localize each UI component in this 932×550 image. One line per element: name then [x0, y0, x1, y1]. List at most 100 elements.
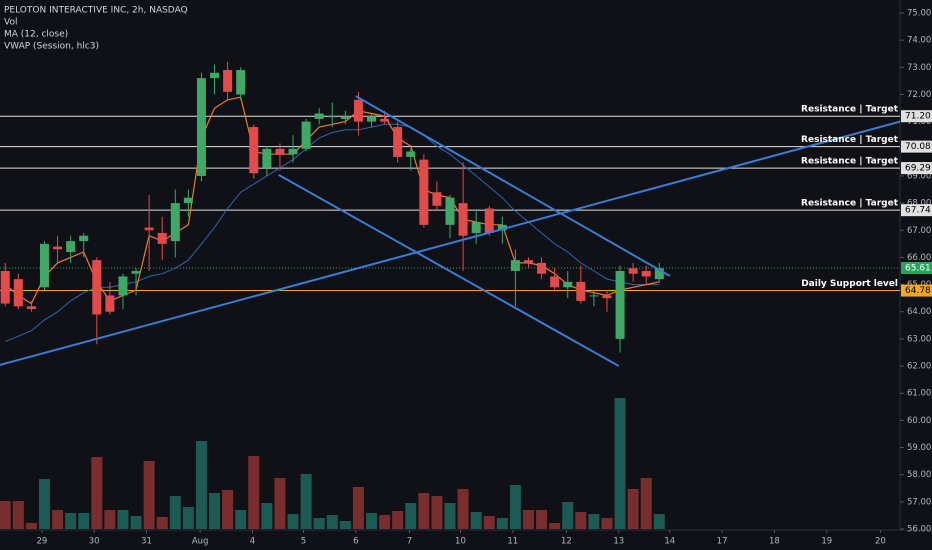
candle-body [615, 271, 625, 339]
candle-body [458, 203, 468, 236]
candle-body [353, 99, 363, 122]
volume-bar [195, 441, 207, 529]
y-tick-label: 58.00 [907, 470, 931, 480]
y-tick-label: 60.00 [907, 416, 931, 426]
volume-bar [431, 496, 443, 529]
volume-bar [0, 501, 11, 529]
price-tag-label: 64.78 [905, 286, 931, 296]
volume-bar [313, 518, 325, 529]
volume-bar [274, 478, 286, 529]
candle-body [367, 116, 377, 122]
volume-bar [352, 487, 364, 529]
x-tick-label: 10 [455, 537, 466, 547]
y-tick-label: 61.00 [907, 389, 931, 399]
x-tick-label: 7 [407, 537, 412, 547]
price-tag [901, 110, 932, 123]
x-tick-label: 30 [89, 537, 100, 547]
price-tag-label: 67.74 [905, 206, 931, 216]
volume-bar [614, 398, 626, 529]
candle-body [654, 268, 664, 280]
volume-bar [222, 490, 234, 529]
candle-body [105, 295, 115, 312]
x-tick-label: 19 [821, 537, 832, 547]
candle-body [144, 227, 154, 231]
volume-bar [143, 461, 155, 529]
candle-body [92, 260, 102, 315]
candle-body [196, 78, 206, 176]
ma-line [5, 123, 660, 343]
y-tick-label: 57.00 [907, 497, 931, 507]
volume-bar [300, 474, 312, 529]
candle-body [223, 70, 233, 92]
candle-body [26, 306, 36, 310]
volume-bar [627, 489, 639, 529]
volume-bar [12, 501, 24, 529]
candle-body [170, 203, 180, 242]
volume-bar [509, 485, 521, 529]
y-tick-label: 56.00 [907, 525, 931, 535]
volume-bar [339, 521, 351, 529]
volume-bar [575, 512, 587, 529]
price-tag-label: 70.08 [905, 142, 931, 152]
candle-body [288, 148, 298, 155]
volume-bar [549, 523, 561, 529]
volume-bar [130, 516, 142, 529]
level-text: Daily Support level [801, 279, 898, 289]
volume-bar [522, 510, 534, 529]
x-tick-label: Aug [192, 537, 209, 547]
volume-bar [91, 457, 103, 529]
y-tick-label: 69.00 [907, 171, 931, 181]
volume-bar [444, 503, 456, 529]
candle-body [445, 197, 455, 225]
x-tick-label: 17 [717, 537, 728, 547]
candle-body [301, 121, 311, 149]
candle-body [53, 246, 63, 250]
level-text: Resistance | Target [801, 157, 899, 167]
x-tick-label: 31 [141, 537, 152, 547]
volume-bar [392, 511, 404, 529]
x-tick-label: 18 [769, 537, 780, 547]
y-tick-label: 59.00 [907, 443, 931, 453]
candle-body [131, 271, 141, 274]
candle-body [393, 127, 403, 157]
trendline [278, 173, 620, 367]
y-tick-label: 72.00 [907, 90, 931, 100]
volume-bar [104, 510, 116, 529]
volume-bar [405, 503, 417, 529]
candle-body [13, 279, 23, 307]
candle-body [249, 127, 259, 174]
volume-bar [326, 515, 338, 529]
x-tick-label: 6 [353, 537, 358, 547]
volume-bar [470, 512, 482, 529]
volume-bar [209, 493, 221, 529]
candle-body [236, 70, 246, 95]
volume-bar [261, 503, 273, 529]
candle-body [563, 281, 573, 288]
volume-bar [653, 514, 665, 529]
x-tick-label: 5 [301, 537, 306, 547]
x-tick-label: 12 [561, 537, 572, 547]
candle-body [510, 260, 520, 271]
candle-body [39, 243, 49, 288]
volume-bar [25, 523, 37, 529]
candle-body [484, 208, 494, 233]
price-tag [901, 284, 932, 297]
y-tick-label: 75.00 [907, 9, 931, 19]
level-text: Resistance | Target [801, 105, 899, 115]
candle-body [602, 295, 612, 299]
candle-body [537, 262, 547, 274]
volume-bar [601, 518, 613, 529]
candle-body [497, 224, 507, 231]
candle-body [432, 192, 442, 206]
volume-bar [235, 510, 247, 529]
volume-bar [366, 513, 378, 529]
level-text: Resistance | Target [801, 135, 899, 145]
price-tag-label: 65.61 [905, 264, 931, 274]
y-tick-label: 63.00 [907, 334, 931, 344]
volume-bar [65, 513, 77, 529]
y-tick-label: 62.00 [907, 362, 931, 372]
volume-bar [483, 516, 495, 529]
candle-body [327, 116, 337, 118]
trendline [0, 120, 901, 366]
